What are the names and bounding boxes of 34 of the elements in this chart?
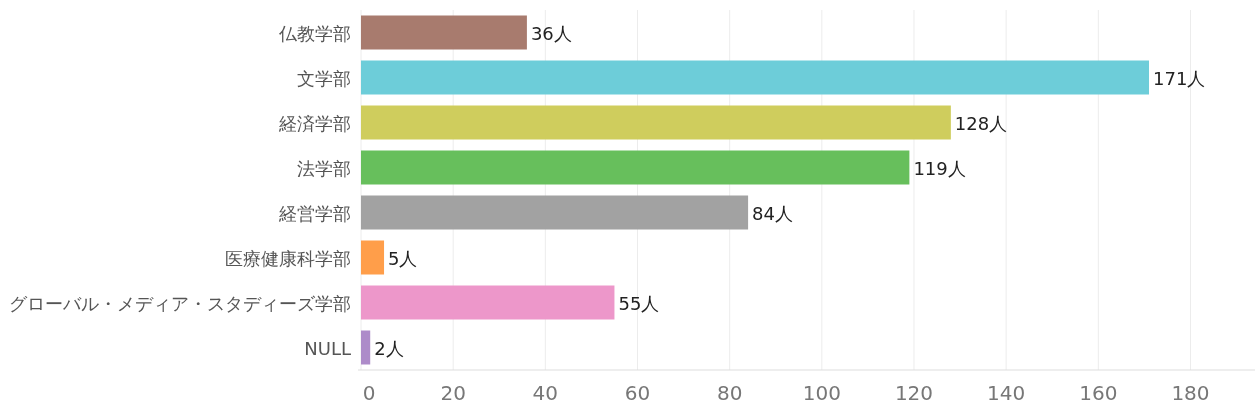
data-label: 128人 bbox=[954, 112, 1008, 134]
data-label: 2人 bbox=[374, 337, 404, 359]
x-tick-label: 120 bbox=[894, 381, 934, 405]
data-label: 5人 bbox=[388, 247, 418, 269]
data-label: 36人 bbox=[530, 22, 572, 44]
bar bbox=[361, 105, 951, 140]
bar bbox=[361, 15, 527, 50]
y-tick-label: グローバル・メディア・スタディーズ学部 bbox=[9, 292, 351, 314]
bar bbox=[361, 60, 1150, 95]
x-tick-label: 60 bbox=[624, 381, 651, 405]
x-tick-label: 100 bbox=[802, 381, 841, 405]
data-label: 55人 bbox=[618, 292, 660, 314]
data-label: 171人 bbox=[1153, 67, 1206, 89]
x-tick-label: 20 bbox=[440, 381, 466, 405]
x-tick-label: 160 bbox=[1079, 381, 1118, 405]
x-tick-label: 40 bbox=[532, 381, 559, 405]
data-label: 84人 bbox=[752, 202, 793, 224]
y-tick-label: 文学部 bbox=[297, 67, 351, 89]
bar bbox=[361, 285, 615, 320]
x-tick-label: 80 bbox=[716, 381, 743, 405]
y-tick-label: 経営学部 bbox=[278, 202, 351, 224]
y-tick-label: 仏教学部 bbox=[278, 22, 351, 44]
y-tick-label: 医療健康科学部 bbox=[225, 247, 351, 269]
bar bbox=[361, 330, 371, 365]
x-tick-label: 0 bbox=[362, 381, 376, 405]
bar bbox=[361, 195, 749, 230]
y-tick-label: NULL bbox=[304, 337, 351, 359]
y-tick-label: 経済学部 bbox=[278, 112, 351, 134]
data-label: 119人 bbox=[913, 157, 966, 179]
bar bbox=[361, 240, 385, 275]
y-tick-label: 法学部 bbox=[297, 157, 351, 179]
bar bbox=[361, 150, 910, 185]
x-tick-label: 180 bbox=[1171, 381, 1210, 405]
x-tick-label: 140 bbox=[987, 381, 1026, 405]
